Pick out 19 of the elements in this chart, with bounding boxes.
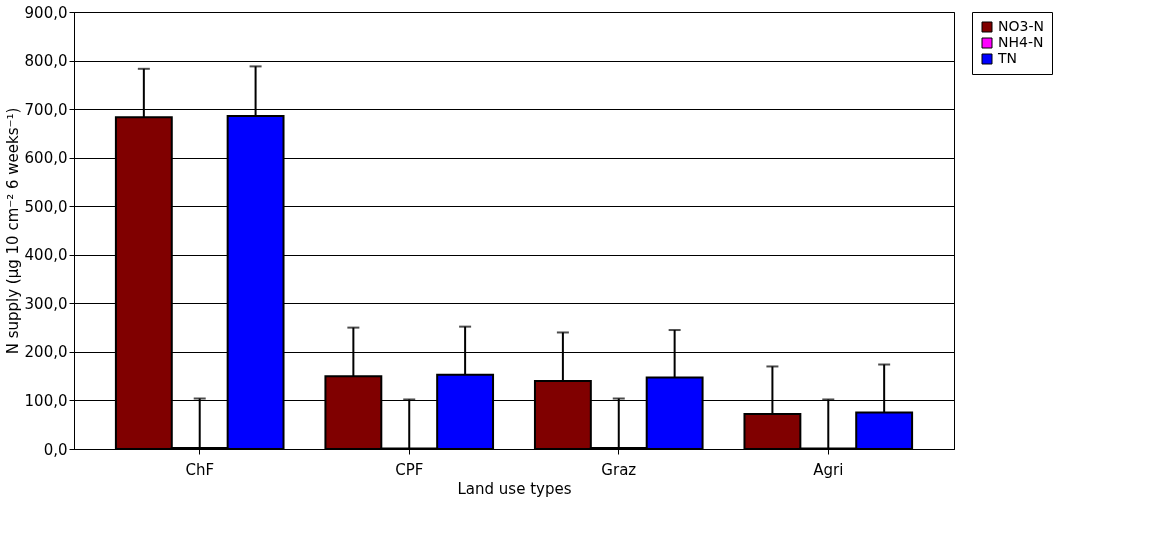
x-tick-label: CPF [395,460,424,479]
y-tick-label: 700,0 [24,100,68,119]
y-tick-label: 800,0 [24,52,68,71]
legend-label: NH4-N [998,34,1044,50]
y-tick-label: 500,0 [24,197,68,216]
y-tick-label: 300,0 [24,294,68,313]
y-tick-label: 400,0 [24,246,68,265]
y-tick-label: 200,0 [24,343,68,362]
x-tick-label: Agri [813,460,844,479]
y-tick-label: 100,0 [24,391,68,410]
x-tick-label: Graz [601,460,637,479]
y-axis-title: N supply (µg 10 cm⁻² 6 weeks⁻¹) [3,107,22,355]
legend-label: TN [997,50,1018,66]
y-tick-label: 600,0 [24,149,68,168]
legend-label: NO3-N [998,18,1044,34]
x-axis-title: Land use types [457,479,572,498]
y-tick-label: 0,0 [43,440,68,459]
y-tick-label: 900,0 [24,3,68,22]
x-tick-label: ChF [185,460,215,479]
